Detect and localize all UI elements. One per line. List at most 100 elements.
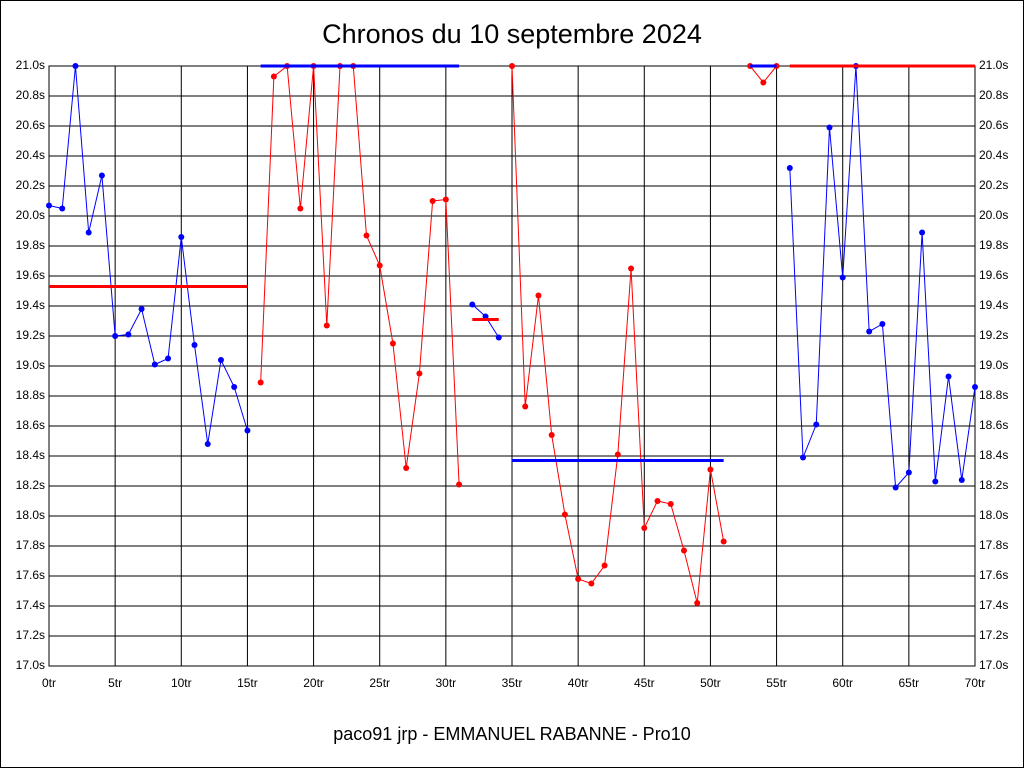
data-point <box>231 384 238 390</box>
y2-tick-label: 20.0s <box>979 208 1008 222</box>
series-line <box>260 65 460 485</box>
x-tick-label: 45tr <box>634 676 655 690</box>
y-tick-label: 17.8s <box>16 538 45 552</box>
y2-tick-label: 17.6s <box>979 568 1008 582</box>
y2-tick-label: 18.4s <box>979 448 1008 462</box>
data-point <box>297 205 304 212</box>
y2-tick-label: 21.0s <box>979 58 1008 72</box>
x-tick-label: 25tr <box>369 676 390 690</box>
y2-tick-label: 18.2s <box>979 478 1008 492</box>
data-point <box>800 454 807 461</box>
y2-tick-label: 18.0s <box>979 508 1008 522</box>
data-point <box>786 165 793 171</box>
data-point <box>641 525 648 531</box>
y-tick-label: 18.0s <box>16 508 45 522</box>
y2-tick-label: 20.8s <box>979 88 1008 102</box>
x-tick-label: 20tr <box>303 676 324 690</box>
data-point <box>548 432 555 438</box>
data-point <box>509 63 515 69</box>
x-tick-label: 65tr <box>899 676 920 690</box>
y-tick-label: 19.0s <box>16 358 45 372</box>
data-point <box>628 265 635 272</box>
y-tick-label: 17.0s <box>16 658 45 672</box>
x-tick-label: 0tr <box>42 676 56 690</box>
y2-tick-label: 19.8s <box>979 238 1008 252</box>
data-point <box>85 229 92 236</box>
data-point <box>257 379 264 386</box>
data-point <box>680 547 687 554</box>
data-point <box>919 229 926 236</box>
y2-tick-label: 18.6s <box>979 418 1008 432</box>
data-point <box>945 373 952 380</box>
y2-tick-label: 17.4s <box>979 598 1008 612</box>
x-tick-label: 35tr <box>502 676 523 690</box>
y2-tick-label: 17.0s <box>979 658 1008 672</box>
y-tick-label: 18.8s <box>16 388 45 402</box>
data-point <box>826 124 833 131</box>
y-tick-label: 20.0s <box>16 208 45 222</box>
y-tick-label: 21.0s <box>16 58 45 72</box>
data-point <box>720 538 727 545</box>
data-point <box>972 384 978 390</box>
y-tick-label: 20.2s <box>16 178 45 192</box>
data-point <box>575 576 582 582</box>
x-tick-label: 30tr <box>436 676 457 690</box>
y-tick-label: 17.4s <box>16 598 45 612</box>
data-point <box>125 331 132 338</box>
y-tick-label: 19.2s <box>16 328 45 342</box>
data-point <box>707 466 714 473</box>
x-tick-label: 5tr <box>108 676 122 690</box>
x-tick-label: 15tr <box>237 676 258 690</box>
data-point <box>138 306 145 312</box>
data-point <box>98 172 105 179</box>
data-point <box>495 334 502 341</box>
data-point <box>270 73 277 80</box>
data-point <box>389 340 396 347</box>
data-point <box>535 292 542 299</box>
data-point <box>469 301 476 308</box>
y2-tick-label: 17.2s <box>979 628 1008 642</box>
data-point <box>905 469 912 476</box>
data-point <box>958 477 965 483</box>
x-tick-label: 70tr <box>965 676 986 690</box>
data-point <box>376 262 383 269</box>
y2-tick-label: 20.2s <box>979 178 1008 192</box>
data-point <box>866 328 873 335</box>
data-point <box>654 498 661 504</box>
data-point <box>588 580 595 587</box>
y2-tick-label: 20.4s <box>979 148 1008 162</box>
data-point <box>442 196 449 203</box>
data-point <box>932 478 939 485</box>
data-point <box>112 333 119 339</box>
data-point <box>614 451 621 458</box>
y2-tick-label: 19.4s <box>979 298 1008 312</box>
data-point <box>601 562 608 569</box>
data-point <box>561 511 568 518</box>
data-point <box>403 465 410 471</box>
x-tick-label: 50tr <box>700 676 721 690</box>
data-point <box>46 202 52 209</box>
data-point <box>522 403 529 410</box>
data-point <box>892 484 899 491</box>
data-point <box>456 481 463 488</box>
data-point <box>363 232 370 239</box>
y2-tick-label: 19.2s <box>979 328 1008 342</box>
data-point <box>204 441 211 447</box>
y-tick-label: 19.4s <box>16 298 45 312</box>
data-point <box>694 600 701 606</box>
y-tick-label: 18.4s <box>16 448 45 462</box>
data-point <box>416 370 423 377</box>
y-tick-label: 17.2s <box>16 628 45 642</box>
data-point <box>72 63 79 69</box>
y2-tick-label: 18.8s <box>979 388 1008 402</box>
data-point <box>879 321 886 327</box>
y-tick-label: 20.8s <box>16 88 45 102</box>
chart-title: Chronos du 10 septembre 2024 <box>322 19 702 49</box>
data-point <box>165 355 172 362</box>
y-tick-label: 18.2s <box>16 478 45 492</box>
data-point <box>59 205 66 212</box>
y2-tick-label: 20.6s <box>979 118 1008 132</box>
y-tick-label: 20.6s <box>16 118 45 132</box>
